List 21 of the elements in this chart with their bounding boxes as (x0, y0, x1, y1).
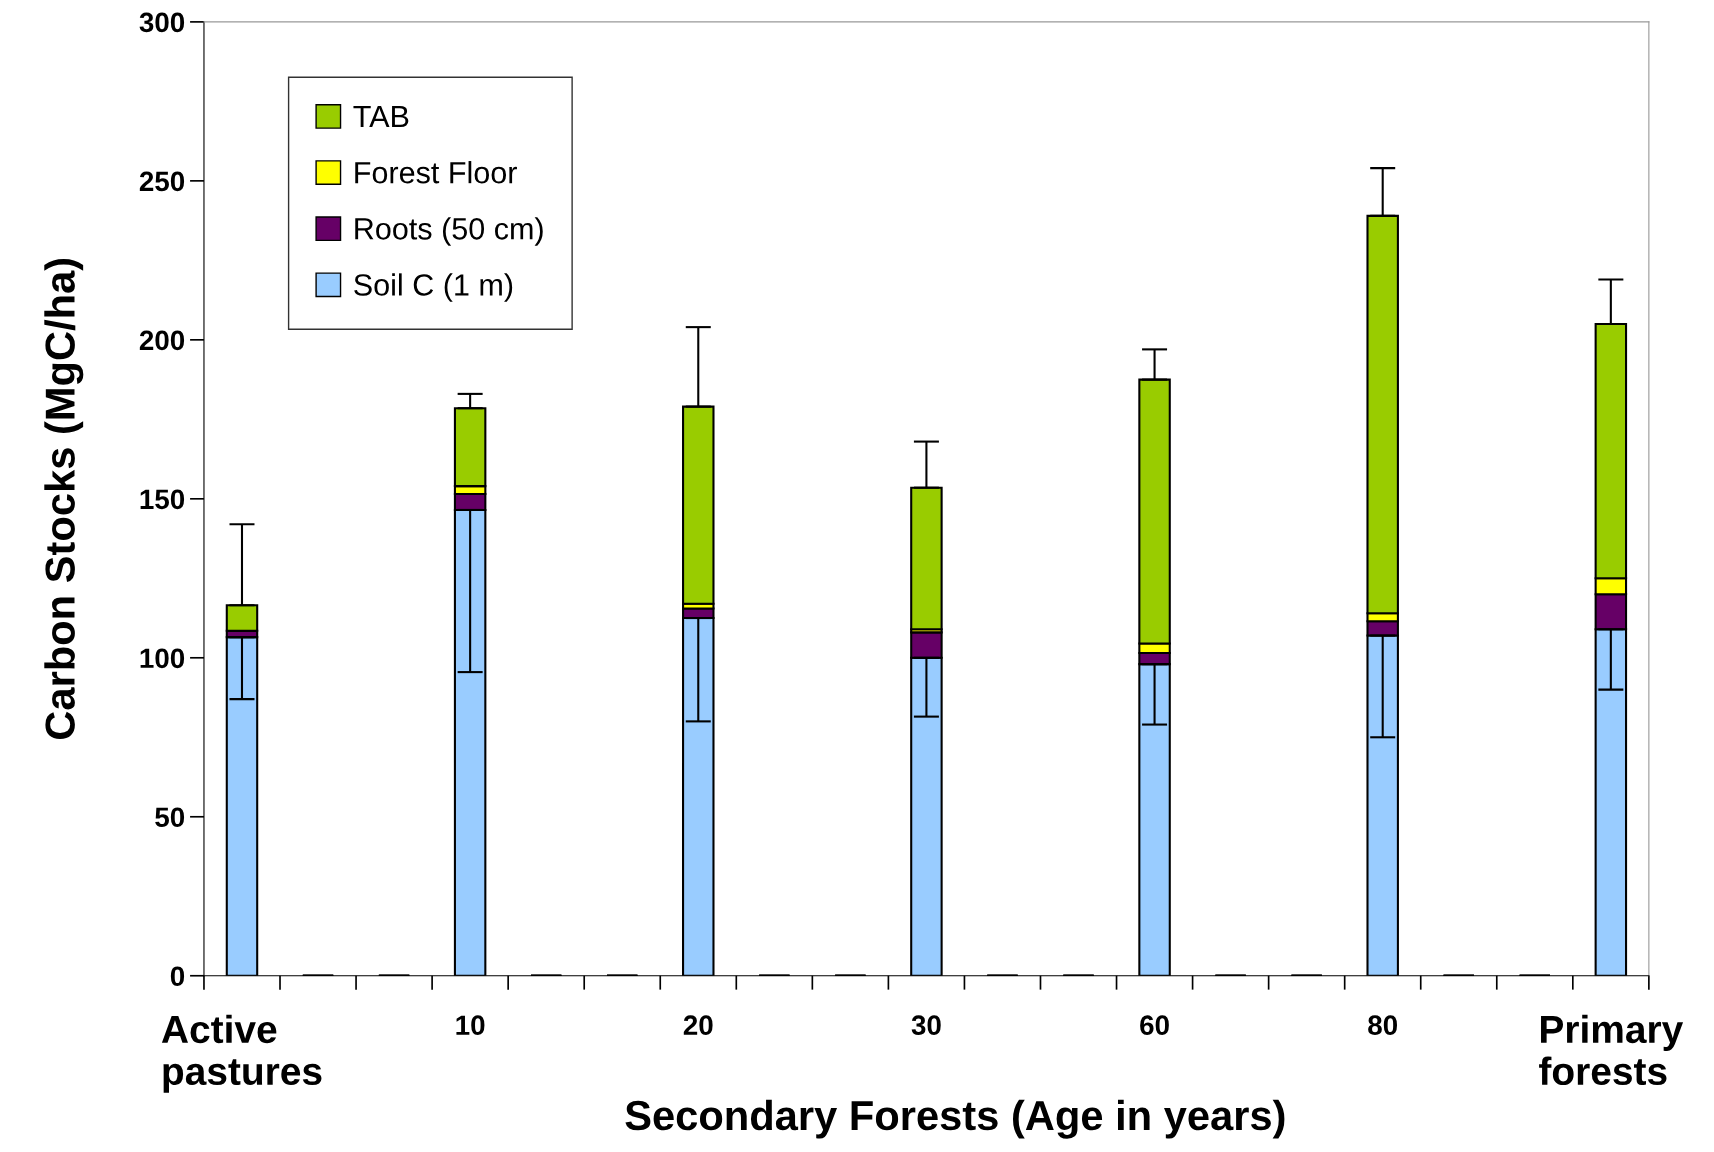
bar (910, 486, 943, 631)
y-tick-label: 0 (170, 966, 185, 987)
legend-label: Roots (50 cm) (355, 217, 543, 246)
legend-label: Forest Floor (355, 161, 517, 184)
y-tick-label: 200 (139, 330, 185, 351)
y-tick-label: 100 (140, 648, 185, 669)
y-axis-title: Carbon Stocks (MgC/ha) (44, 258, 84, 739)
x-tick-label: Primary forests (1539, 1014, 1684, 1086)
x-axis-title: Secondary Forests (Age in years) (625, 1099, 1285, 1139)
legend-label: TAB (353, 106, 409, 128)
y-tick-label: 50 (155, 807, 185, 828)
y-tick-label: 300 (139, 12, 185, 33)
x-tick-label: 80 (1368, 1015, 1398, 1036)
x-tick-label: 10 (456, 1015, 485, 1036)
x-tick-label: 20 (683, 1015, 713, 1036)
y-tick-label: 150 (140, 489, 185, 510)
x-tick-label: 30 (911, 1015, 941, 1036)
y-tick-label: 250 (139, 171, 185, 192)
x-tick-label: Active pastures (161, 1014, 322, 1093)
legend-label: Soil C (1 m) (354, 273, 513, 302)
x-tick-label: 60 (1140, 1015, 1169, 1036)
